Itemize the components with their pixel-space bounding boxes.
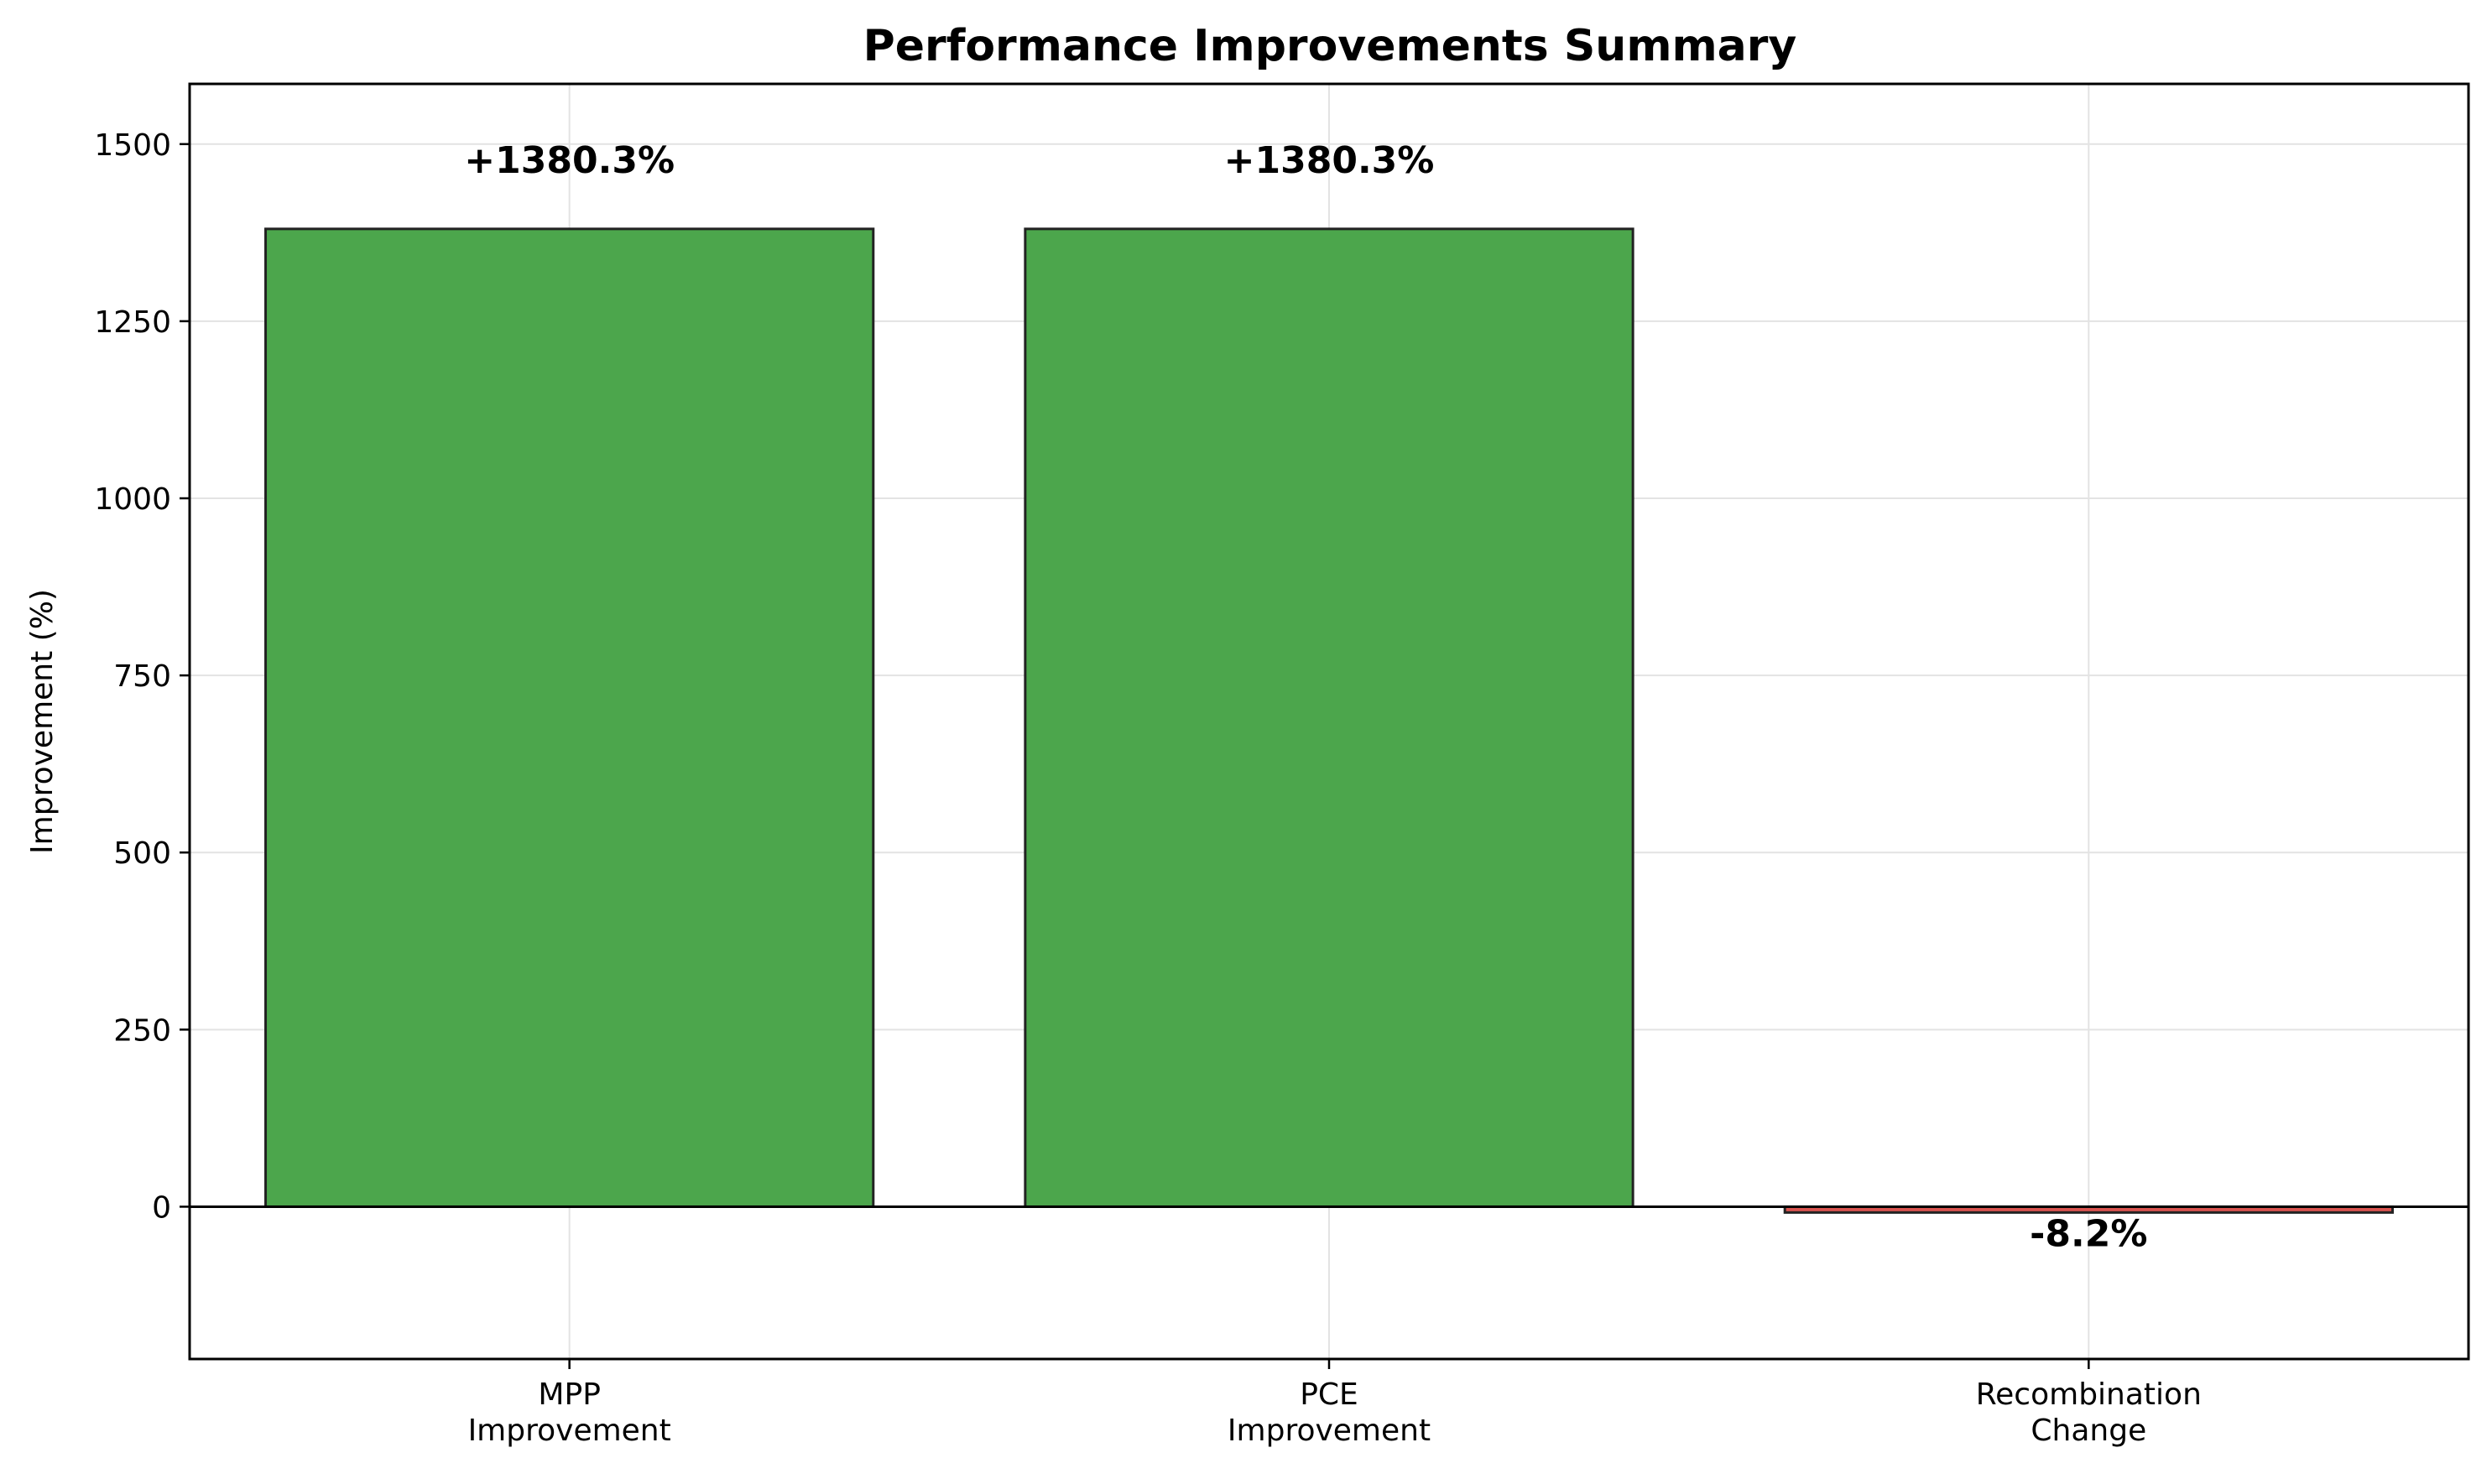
bar-value-label: +1380.3% xyxy=(1224,139,1435,182)
bar xyxy=(1024,227,1634,1208)
chart-title: Performance Improvements Summary xyxy=(863,21,1797,71)
x-tick-label: PCE Improvement xyxy=(1228,1377,1431,1448)
axes: 0 250 500 750 1000 1250 1500 MPP Improvement PCE I… xyxy=(94,82,2470,1448)
x-tick-label: MPP Improvement xyxy=(468,1377,671,1448)
y-tick-label: 0 xyxy=(152,1190,171,1225)
bar xyxy=(264,227,875,1208)
y-tick-label: 1500 xyxy=(94,128,171,163)
bar-value-label: +1380.3% xyxy=(464,139,675,182)
x-tick-label: Recombination Change xyxy=(1976,1377,2202,1448)
value-labels: +1380.3% +1380.3% -8.2% xyxy=(464,139,2147,1256)
y-axis-label: Improvement (%) xyxy=(25,589,60,854)
y-tick-label: 1250 xyxy=(94,305,171,340)
y-tick-label: 500 xyxy=(113,836,171,871)
y-tick-label: 750 xyxy=(113,659,171,694)
bar-value-label: -8.2% xyxy=(2030,1212,2147,1255)
bars xyxy=(264,227,2394,1214)
y-tick-label: 250 xyxy=(113,1013,171,1048)
y-tick-label: 1000 xyxy=(94,482,171,517)
